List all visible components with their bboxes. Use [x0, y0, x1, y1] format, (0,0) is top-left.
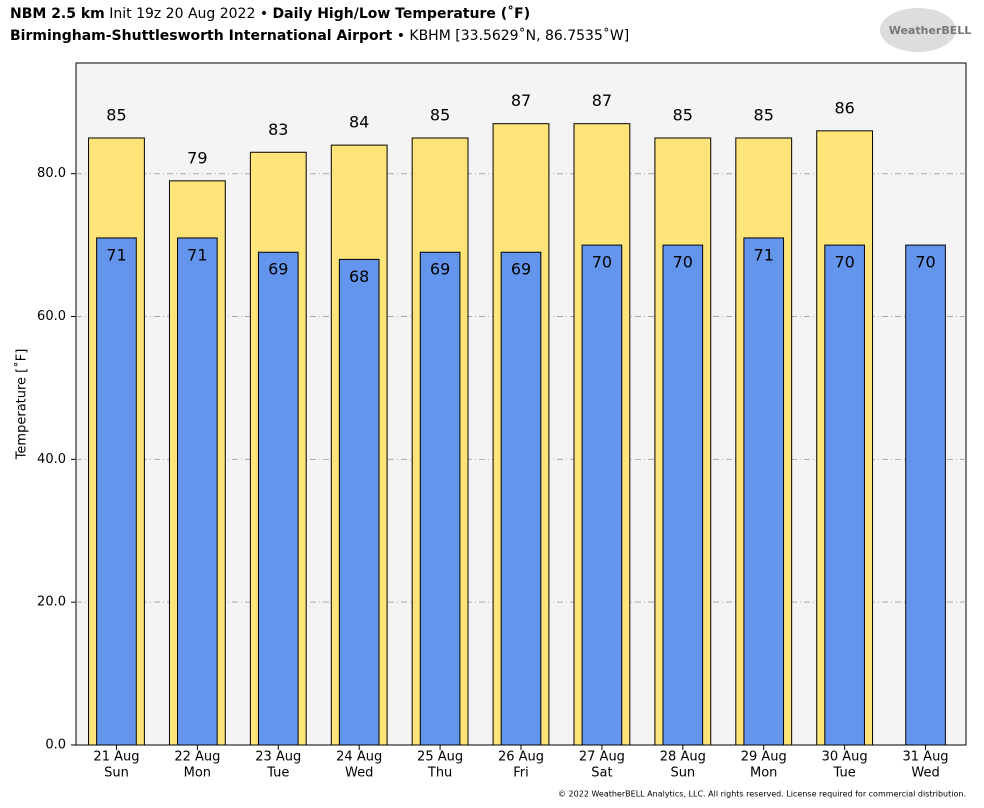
value-label: 71: [754, 245, 774, 264]
value-label: 83: [268, 120, 288, 139]
value-label: 70: [915, 253, 935, 272]
value-label: 86: [834, 98, 854, 117]
x-tick-label: 21 Aug: [93, 750, 139, 765]
bar: [257, 251, 299, 746]
bar: [581, 244, 623, 746]
y-tick-label: 40.0: [37, 452, 66, 467]
value-label: 85: [430, 105, 450, 124]
y-tick-label: 0.0: [45, 738, 66, 753]
value-label: 70: [673, 253, 693, 272]
separator: •: [260, 6, 268, 22]
x-tick-weekday: Sun: [104, 766, 129, 781]
x-tick-weekday: Wed: [911, 766, 939, 781]
product: Daily High/Low Temperature (˚F): [273, 5, 531, 22]
x-tick-label: 30 Aug: [822, 750, 868, 765]
x-tick-label: 23 Aug: [255, 750, 301, 765]
title-line-2: Birmingham-Shuttlesworth International A…: [10, 27, 629, 44]
x-tick-weekday: Tue: [266, 766, 289, 781]
logo-swirl: [880, 8, 956, 52]
value-label: 79: [187, 148, 207, 167]
bar: [177, 237, 218, 746]
value-label: 87: [511, 91, 531, 110]
bar: [662, 244, 704, 746]
value-label: 69: [430, 260, 450, 279]
value-label: 69: [268, 260, 288, 279]
value-label: 69: [511, 260, 531, 279]
x-tick-weekday: Thu: [427, 766, 452, 781]
value-label: 70: [834, 253, 854, 272]
bar: [824, 244, 865, 746]
value-label: 85: [673, 105, 693, 124]
value-label: 84: [349, 113, 369, 132]
footer: © 2022 WeatherBELL Analytics, LLC. All r…: [558, 790, 966, 799]
title-line-1: NBM 2.5 km Init 19z 20 Aug 2022 • Daily …: [10, 5, 530, 22]
value-label: 85: [754, 105, 774, 124]
x-tick-weekday: Tue: [833, 766, 856, 781]
x-tick-label: 22 Aug: [174, 750, 220, 765]
x-tick-label: 24 Aug: [336, 750, 382, 765]
value-label: 68: [349, 267, 369, 286]
station: Birmingham-Shuttlesworth International A…: [10, 28, 393, 44]
value-label: 71: [187, 245, 207, 264]
x-tick-weekday: Sat: [591, 766, 612, 781]
bar: [743, 237, 785, 746]
y-tick-label: 20.0: [37, 595, 66, 610]
bar: [905, 244, 946, 746]
value-label: 71: [106, 245, 126, 264]
init: Init 19z 20 Aug 2022: [109, 6, 255, 22]
x-tick-label: 29 Aug: [741, 750, 787, 765]
y-tick-label: 80.0: [37, 166, 66, 181]
value-label: 70: [592, 253, 612, 272]
x-tick-weekday: Wed: [345, 766, 373, 781]
x-tick-weekday: Mon: [750, 766, 777, 781]
model: NBM 2.5 km: [10, 6, 105, 22]
bar: [338, 258, 380, 746]
x-tick-weekday: Sun: [670, 766, 695, 781]
x-tick-label: 28 Aug: [660, 750, 706, 765]
logo: WeatherBELL: [889, 24, 972, 37]
value-label: 87: [592, 91, 612, 110]
bar: [500, 251, 542, 746]
x-tick-weekday: Mon: [184, 766, 211, 781]
x-tick-label: 27 Aug: [579, 750, 625, 765]
value-label: 85: [106, 105, 126, 124]
bar: [96, 237, 137, 746]
x-tick-label: 26 Aug: [498, 750, 544, 765]
y-axis-label: Temperature [˚F]: [14, 349, 30, 461]
y-tick-label: 60.0: [37, 309, 66, 324]
x-tick-label: 25 Aug: [417, 750, 463, 765]
location: • KBHM [33.5629˚N, 86.7535˚W]: [397, 27, 629, 44]
x-tick-weekday: Fri: [513, 766, 529, 781]
bar: [419, 251, 461, 746]
x-tick-label: 31 Aug: [903, 750, 949, 765]
